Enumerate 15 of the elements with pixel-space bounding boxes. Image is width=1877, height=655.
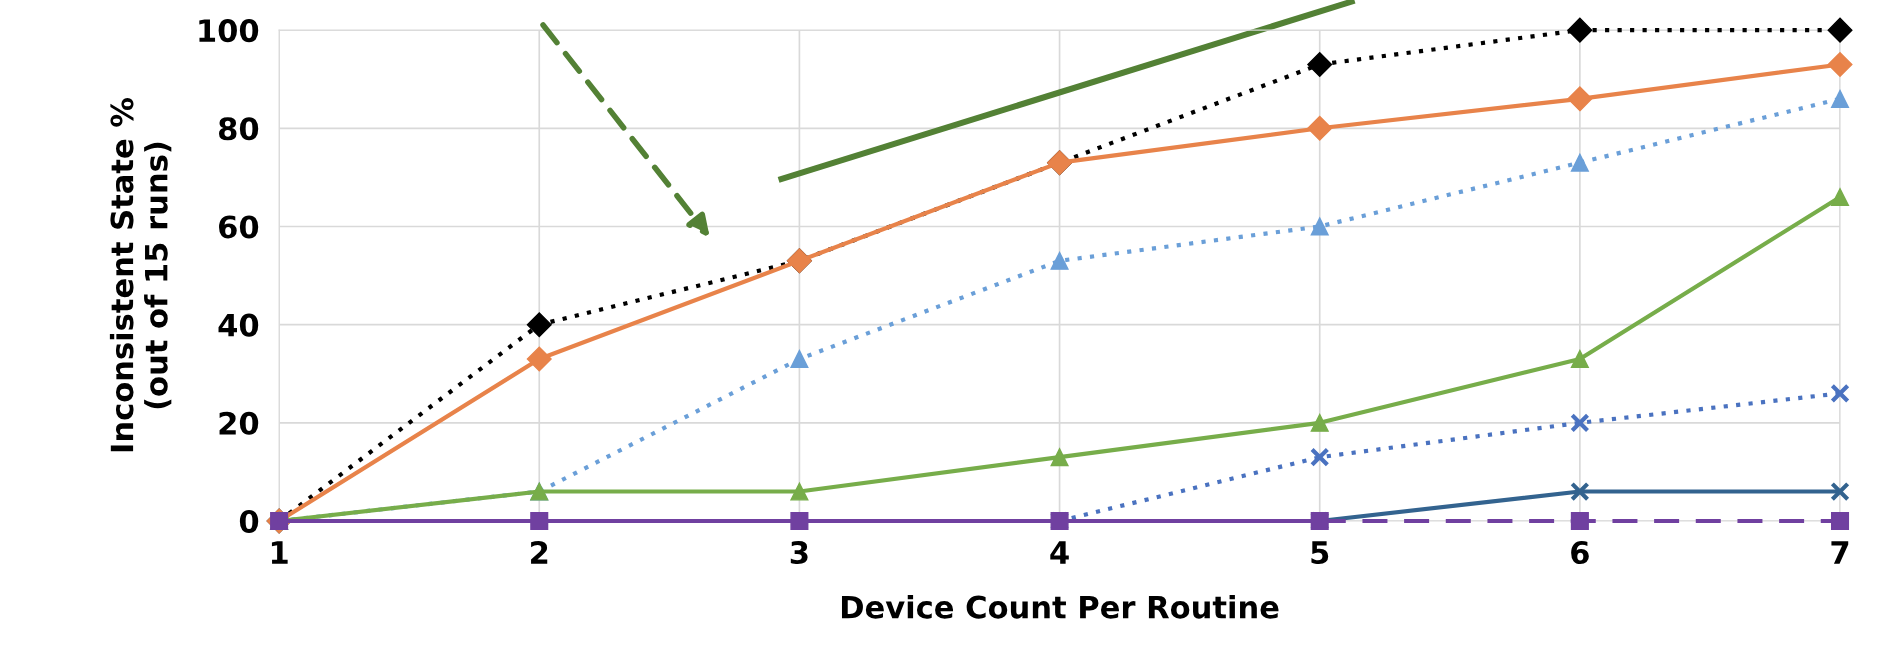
y-tick-label: 60 [219, 215, 259, 239]
x-tick-label: 7 [1831, 541, 1849, 564]
y-tick-label: 100 [199, 19, 259, 43]
x-tick-label: 3 [790, 540, 808, 565]
x-tick-label: 1 [271, 541, 288, 564]
x-tick-label: 2 [531, 540, 548, 564]
x-tick-label: 5 [1311, 541, 1329, 565]
y-axis-title: Inconsistent State % (out of 15 runs) [109, 98, 172, 452]
y-tick-label: 40 [218, 313, 259, 337]
x-tick-label: 4 [1050, 541, 1069, 564]
y-tick-label: 80 [219, 117, 259, 141]
y-tick-label: 0 [239, 509, 259, 534]
y-tick-label: 20 [219, 411, 259, 435]
x-tick-label: 6 [1571, 541, 1589, 565]
x-axis-title: Device Count Per Routine [841, 595, 1279, 619]
